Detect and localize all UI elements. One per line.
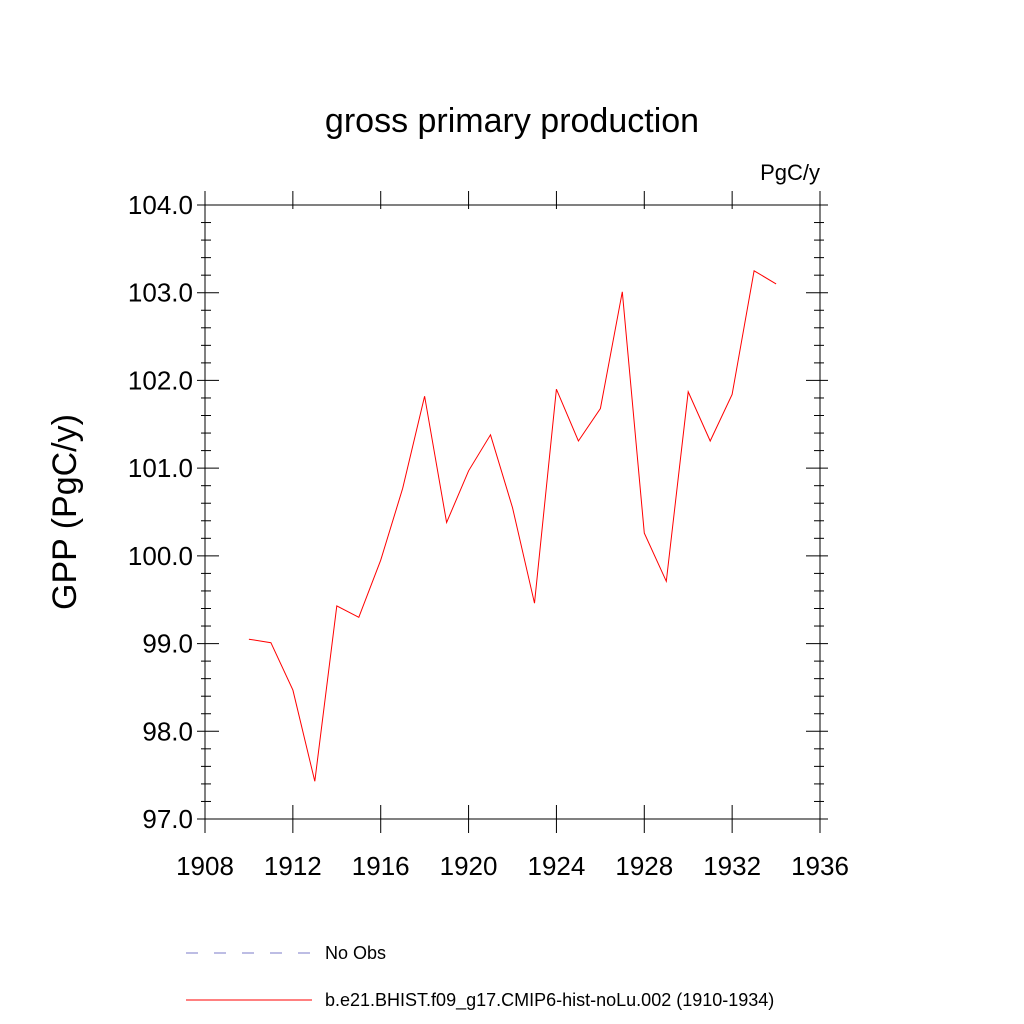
x-tick-label: 1912 (264, 851, 322, 881)
y-tick-label: 104.0 (128, 190, 193, 220)
plot-frame (204, 204, 821, 820)
y-tick-label: 100.0 (128, 541, 193, 571)
legend-label-no-obs: No Obs (325, 943, 386, 963)
y-tick-label: 102.0 (128, 365, 193, 395)
series-layer (248, 270, 777, 782)
y-axis-label: GPP (PgC/y) (46, 414, 84, 610)
series-line-model (248, 270, 777, 782)
units-label: PgC/y (760, 160, 820, 185)
y-tick-label: 101.0 (128, 453, 193, 483)
y-tick-label: 98.0 (142, 716, 193, 746)
legend: No Obs b.e21.BHIST.f09_g17.CMIP6-hist-no… (186, 943, 774, 1011)
x-tick-label: 1932 (703, 851, 761, 881)
y-tick-label: 97.0 (142, 804, 193, 834)
chart-title: gross primary production (325, 102, 699, 140)
x-tick-label: 1920 (440, 851, 498, 881)
y-tick-label: 103.0 (128, 278, 193, 308)
x-tick-label: 1928 (615, 851, 673, 881)
legend-label-model: b.e21.BHIST.f09_g17.CMIP6-hist-noLu.002 … (325, 990, 774, 1011)
x-tick-label: 1916 (352, 851, 410, 881)
x-tick-label: 1924 (528, 851, 586, 881)
y-tick-labels: 97.0 98.0 99.0 100.0 101.0 102.0 103.0 104.0 (128, 190, 193, 834)
axis-ticks (197, 191, 828, 833)
x-tick-label: 1936 (791, 851, 849, 881)
x-tick-labels: 1908 1912 1916 1920 1924 1928 1932 1936 (176, 851, 849, 881)
x-tick-label: 1908 (176, 851, 234, 881)
y-tick-label: 99.0 (142, 629, 193, 659)
